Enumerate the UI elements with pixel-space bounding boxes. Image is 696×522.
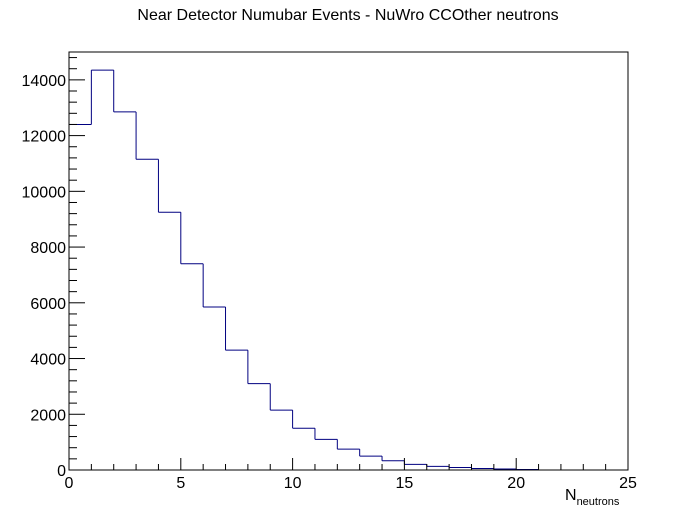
x-axis-label: Nneutrons (565, 487, 619, 508)
x-tick-label: 20 (507, 475, 525, 492)
plot-frame (68, 51, 629, 471)
y-tick-label: 12000 (22, 129, 67, 146)
y-tick-label: 8000 (30, 240, 66, 257)
chart-title: Near Detector Numubar Events - NuWro CCO… (137, 7, 559, 24)
y-tick-label: 6000 (30, 296, 66, 313)
x-tick-label: 0 (65, 475, 74, 492)
y-tick-label: 4000 (30, 352, 66, 369)
x-tick-label: 10 (284, 475, 302, 492)
x-axis-label-main: N (565, 487, 577, 504)
x-tick-label: 5 (176, 475, 185, 492)
y-tick-label: 14000 (22, 73, 67, 90)
y-tick-label: 2000 (30, 407, 66, 424)
axes: 0 5 10 15 20 25 0 2000 4000 6000 8000 10000 12000 140… (22, 57, 637, 492)
y-tick-label: 10000 (22, 184, 67, 201)
x-tick-label: 25 (619, 475, 637, 492)
histogram-series (68, 69, 628, 471)
y-tick-label: 0 (57, 463, 66, 480)
x-axis-label-subscript: neutrons (576, 496, 620, 508)
x-tick-label: 15 (396, 475, 414, 492)
